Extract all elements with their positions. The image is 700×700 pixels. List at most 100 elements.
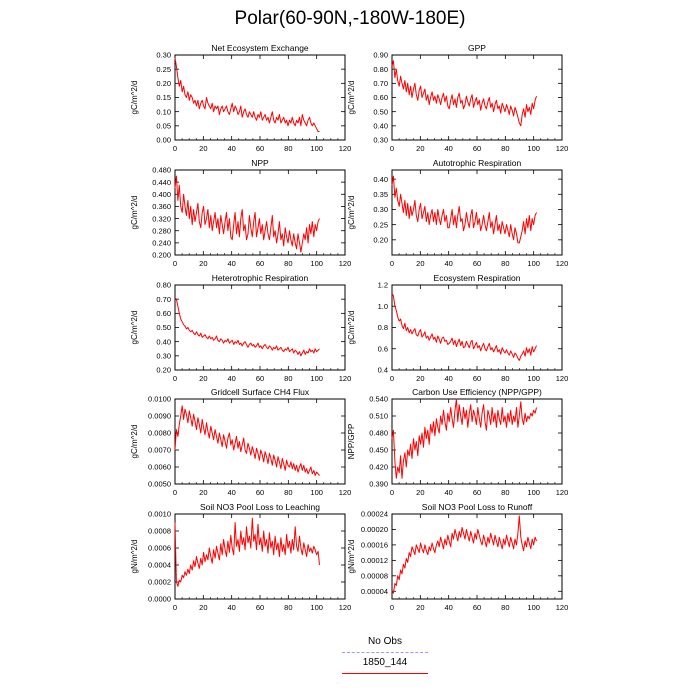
x-tick-label: 40 [227, 259, 235, 268]
x-tick-label: 80 [501, 488, 509, 497]
x-tick-label: 60 [256, 144, 264, 153]
y-tick-label: 0.70 [156, 295, 171, 304]
y-tick-label: 0.440 [152, 178, 171, 187]
x-tick-label: 80 [501, 144, 509, 153]
y-tick-label: 0.50 [373, 107, 388, 116]
x-tick-label: 0 [390, 259, 394, 268]
x-tick-label: 20 [199, 488, 207, 497]
y-tick-label: 0.20 [156, 79, 171, 88]
x-tick-label: 60 [256, 374, 264, 383]
x-tick-label: 60 [256, 488, 264, 497]
y-tick-label: 0.510 [369, 412, 388, 421]
y-axis-label: gN/m^2/d [130, 540, 139, 574]
series-line-1850-144 [174, 175, 320, 253]
y-tick-label: 0.320 [152, 214, 171, 223]
x-tick-label: 80 [284, 259, 292, 268]
y-tick-label: 0.05 [156, 122, 171, 131]
series-line-1850-144 [174, 297, 320, 357]
y-tick-label: 0.0100 [148, 395, 171, 404]
panel-title: Autotrophic Respiration [433, 158, 522, 168]
y-tick-label: 0.70 [373, 79, 388, 88]
x-tick-label: 100 [527, 488, 540, 497]
y-tick-label: 0.80 [373, 65, 388, 74]
panel-title: Soil NO3 Pool Loss to Leaching [200, 502, 320, 512]
y-axis-label: gN/m^2/d [347, 540, 356, 574]
x-tick-label: 0 [173, 488, 177, 497]
y-tick-label: 0.30 [156, 51, 171, 60]
y-axis-label: gC/m^2/d [130, 196, 139, 230]
y-tick-label: 0.50 [156, 323, 171, 332]
y-tick-label: 0.540 [369, 395, 388, 404]
y-tick-label: 0.0070 [148, 446, 171, 455]
series-line-1850-144 [174, 405, 320, 476]
series-line-1850-144 [391, 60, 537, 127]
x-tick-label: 80 [284, 603, 292, 612]
x-tick-label: 20 [416, 603, 424, 612]
panel-title: Gridcell Surface CH4 Flux [211, 387, 310, 397]
y-tick-label: 0.0090 [148, 412, 171, 421]
panel-0: Net Ecosystem Exchange 0 20 40 60 80 100 120 0.0… [130, 43, 351, 153]
x-tick-label: 40 [444, 603, 452, 612]
y-tick-label: 0.420 [369, 463, 388, 472]
x-tick-label: 100 [527, 144, 540, 153]
x-tick-label: 0 [173, 144, 177, 153]
y-tick-label: 1.2 [378, 281, 388, 290]
y-axis-label: gC/m^2/d [130, 311, 139, 345]
y-tick-label: 0.00004 [361, 587, 388, 596]
x-tick-label: 80 [501, 603, 509, 612]
legend-label-1850-144: 1850_144 [362, 657, 408, 668]
plot-frame [174, 513, 346, 600]
panel-4: Heterotrophic Respiration 0 20 40 60 80 100 120… [130, 273, 351, 383]
x-tick-label: 80 [284, 374, 292, 383]
y-tick-label: 0.0010 [148, 510, 171, 519]
x-tick-label: 60 [473, 603, 481, 612]
x-tick-label: 60 [473, 488, 481, 497]
x-tick-label: 40 [444, 374, 452, 383]
y-tick-label: 0.15 [156, 93, 171, 102]
y-tick-label: 0.0002 [148, 578, 171, 587]
x-tick-label: 60 [473, 144, 481, 153]
panel-title: GPP [468, 43, 486, 53]
x-tick-label: 0 [390, 488, 394, 497]
y-tick-label: 0.40 [156, 337, 171, 346]
panel-title: Carbon Use Efficiency (NPP/GPP) [412, 387, 542, 397]
series-line-1850-144 [391, 398, 537, 479]
panel-9: Soil NO3 Pool Loss to Runoff 0 20 40 60 80 100… [347, 502, 568, 612]
x-tick-label: 120 [556, 259, 569, 268]
plot-frame [174, 54, 346, 141]
x-tick-label: 100 [310, 603, 323, 612]
x-tick-label: 60 [473, 374, 481, 383]
x-tick-label: 120 [339, 374, 352, 383]
y-tick-label: 0.30 [156, 352, 171, 361]
y-axis-label: gC/m^2/d [347, 196, 356, 230]
y-tick-label: 0.0050 [148, 480, 171, 489]
x-tick-label: 120 [556, 603, 569, 612]
y-tick-label: 0.00008 [361, 572, 388, 581]
x-tick-label: 20 [416, 374, 424, 383]
panel-title: NPP [251, 158, 269, 168]
x-tick-label: 20 [416, 144, 424, 153]
y-axis-label: gC/m^2/d [130, 81, 139, 115]
x-tick-label: 20 [199, 144, 207, 153]
y-tick-label: 0.10 [156, 107, 171, 116]
panel-title: Ecosystem Respiration [434, 273, 521, 283]
y-tick-label: 0.480 [152, 166, 171, 175]
y-tick-label: 0.360 [152, 202, 171, 211]
y-tick-label: 0.0004 [148, 561, 171, 570]
x-tick-label: 120 [556, 374, 569, 383]
y-tick-label: 0.480 [369, 429, 388, 438]
panel-5: Ecosystem Respiration 0 20 40 60 80 100 120 0.4 0… [347, 273, 568, 383]
panel-8: Soil NO3 Pool Loss to Leaching 0 20 40 60 80 1… [130, 502, 351, 612]
y-tick-label: 0.0080 [148, 429, 171, 438]
x-tick-label: 100 [310, 144, 323, 153]
y-tick-label: 0.280 [152, 226, 171, 235]
y-tick-label: 0.20 [373, 236, 388, 245]
series-line-1850-144 [391, 515, 537, 594]
plot-frame [391, 284, 563, 371]
y-tick-label: 0.00020 [361, 525, 388, 534]
x-tick-label: 20 [199, 603, 207, 612]
y-tick-label: 1.0 [378, 302, 388, 311]
panel-title: Soil NO3 Pool Loss to Runoff [422, 502, 533, 512]
panel-title: Net Ecosystem Exchange [211, 43, 309, 53]
y-tick-label: 0.25 [156, 65, 171, 74]
